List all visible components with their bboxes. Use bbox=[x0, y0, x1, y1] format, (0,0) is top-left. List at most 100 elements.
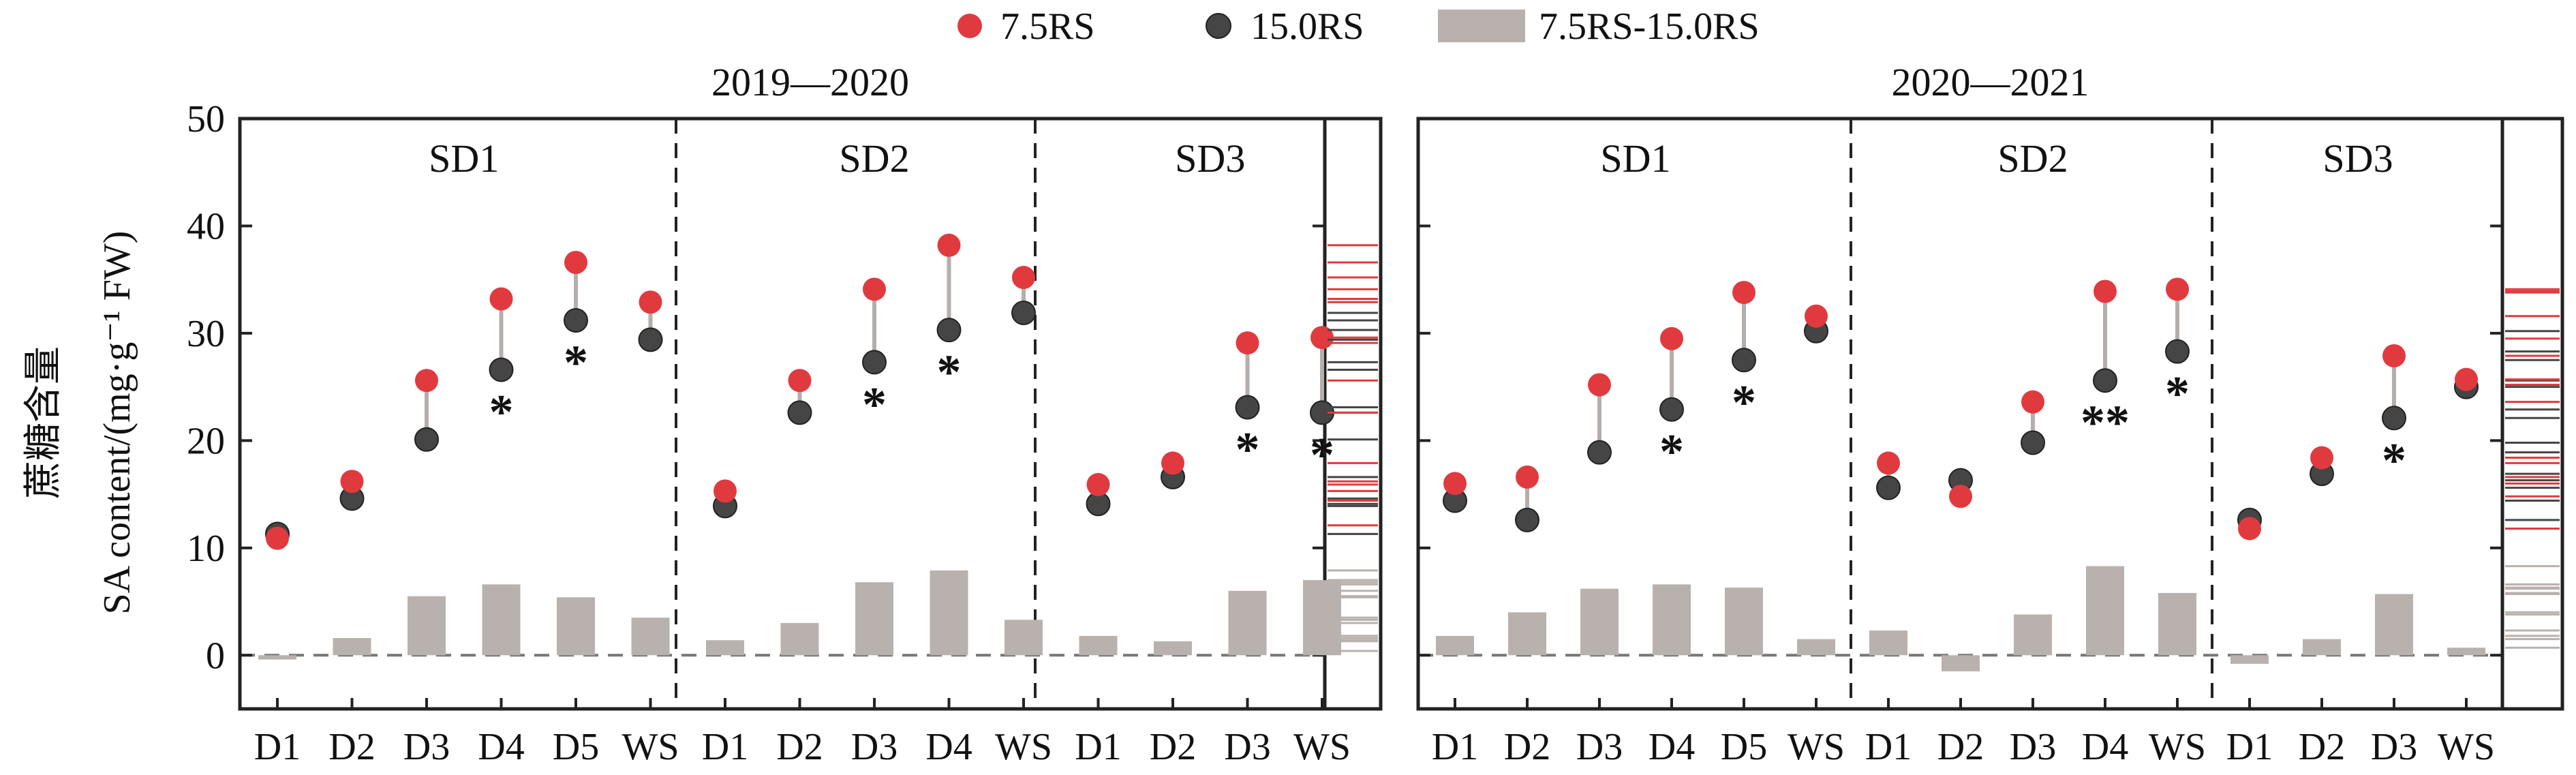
point-7-5rs bbox=[1443, 472, 1467, 496]
point-7-5rs bbox=[2238, 517, 2261, 541]
difference-bar bbox=[930, 570, 968, 656]
x-tick-label: WS bbox=[2438, 726, 2495, 768]
point-7-5rs bbox=[1660, 326, 1683, 350]
x-tick-label: D2 bbox=[2299, 726, 2345, 768]
difference-bar bbox=[1005, 620, 1043, 656]
difference-bar bbox=[482, 584, 521, 656]
panel-1: 2019—2020 0 10 20 30 40 50 D1 D2 D3 * D4 * D5 WS SD1 D1 D… bbox=[187, 60, 1383, 768]
difference-bar bbox=[1942, 655, 1980, 671]
point-15-0rs bbox=[2093, 368, 2117, 393]
x-tick-label: D5 bbox=[553, 726, 599, 768]
panels: 2019—2020 0 10 20 30 40 50 D1 D2 D3 * D4 * D5 WS SD1 D1 D… bbox=[187, 60, 2564, 768]
x-tick-label: D4 bbox=[2082, 726, 2128, 768]
significance-marker: * bbox=[564, 335, 588, 390]
x-tick-label: D1 bbox=[2226, 726, 2273, 768]
point-7-5rs bbox=[2382, 344, 2406, 367]
point-7-5rs bbox=[340, 470, 364, 493]
legend-label-7-5rs: 7.5RS bbox=[1000, 5, 1095, 48]
y-tick-label: 10 bbox=[187, 528, 225, 570]
point-15-0rs bbox=[1732, 348, 1756, 373]
y-tick-label: 30 bbox=[187, 313, 225, 355]
x-tick-label: D4 bbox=[478, 726, 524, 768]
group-label-sd3: SD3 bbox=[1175, 136, 1245, 181]
panel-title: 2020—2021 bbox=[1892, 60, 2089, 104]
difference-bar bbox=[706, 640, 744, 656]
difference-bar bbox=[2447, 648, 2485, 656]
x-tick-label: D2 bbox=[1937, 726, 1984, 768]
x-tick-label: WS bbox=[1293, 726, 1351, 768]
panel-2: 2020—2021 D1 D2 D3 * D4 * D5 WS SD1 D1 D2 D3 ** D4 * WS S… bbox=[1416, 60, 2564, 768]
point-7-5rs bbox=[2310, 446, 2333, 470]
point-7-5rs bbox=[415, 369, 438, 393]
y-tick-label: 0 bbox=[206, 635, 225, 677]
point-15-0rs bbox=[489, 357, 514, 382]
point-15-0rs bbox=[638, 327, 663, 352]
point-7-5rs bbox=[2455, 367, 2478, 391]
group-label-sd3: SD3 bbox=[2322, 136, 2393, 181]
point-15-0rs bbox=[1659, 397, 1684, 422]
difference-bar bbox=[780, 623, 819, 656]
point-7-5rs bbox=[1236, 331, 1259, 355]
x-tick-label: D2 bbox=[776, 726, 823, 768]
legend-marker-15-0rs bbox=[1206, 13, 1231, 39]
point-7-5rs bbox=[2166, 277, 2189, 301]
point-15-0rs bbox=[1011, 300, 1036, 325]
significance-marker: * bbox=[2382, 433, 2406, 487]
point-15-0rs bbox=[2165, 339, 2190, 364]
point-15-0rs bbox=[2021, 430, 2045, 455]
point-7-5rs bbox=[1949, 485, 1972, 508]
x-tick-label: D1 bbox=[702, 726, 748, 768]
x-tick-label: WS bbox=[2149, 726, 2206, 768]
difference-bar bbox=[1580, 588, 1619, 656]
x-tick-label: WS bbox=[622, 726, 679, 768]
difference-bar bbox=[1154, 641, 1192, 656]
y-tick-label: 20 bbox=[187, 420, 225, 462]
point-7-5rs bbox=[1588, 373, 1611, 397]
legend-label-difference: 7.5RS-15.0RS bbox=[1539, 5, 1760, 48]
difference-bar bbox=[631, 618, 670, 656]
point-7-5rs bbox=[1516, 465, 1539, 489]
point-7-5rs bbox=[1161, 451, 1184, 475]
x-tick-label: D2 bbox=[328, 726, 375, 768]
significance-marker: * bbox=[1659, 425, 1684, 479]
x-tick-label: D3 bbox=[851, 726, 898, 768]
difference-bar bbox=[2086, 566, 2124, 656]
point-7-5rs bbox=[714, 479, 737, 503]
x-tick-label: D3 bbox=[2371, 726, 2417, 768]
difference-bar bbox=[1653, 584, 1691, 656]
point-15-0rs bbox=[1587, 440, 1612, 465]
significance-marker: * bbox=[937, 345, 962, 399]
point-15-0rs bbox=[1876, 475, 1901, 500]
y-tick-label: 40 bbox=[187, 205, 225, 247]
significance-marker: * bbox=[1236, 423, 1260, 477]
difference-bar bbox=[2014, 614, 2052, 656]
point-7-5rs bbox=[1732, 281, 1755, 305]
point-7-5rs bbox=[2094, 279, 2117, 303]
x-tick-label: D3 bbox=[2010, 726, 2056, 768]
difference-bar bbox=[1228, 590, 1267, 656]
point-7-5rs bbox=[564, 250, 587, 274]
significance-marker: * bbox=[862, 377, 887, 431]
x-tick-label: D3 bbox=[403, 726, 450, 768]
difference-bar bbox=[855, 582, 893, 656]
point-7-5rs bbox=[1805, 304, 1828, 328]
significance-marker: * bbox=[489, 384, 514, 439]
difference-bar bbox=[557, 597, 595, 656]
point-15-0rs bbox=[2382, 406, 2406, 431]
x-tick-label: D3 bbox=[1224, 726, 1270, 768]
x-tick-label: D2 bbox=[1150, 726, 1196, 768]
difference-bar bbox=[1869, 630, 1907, 656]
point-15-0rs bbox=[1515, 507, 1539, 532]
x-tick-label: D5 bbox=[1721, 726, 1767, 768]
difference-bar bbox=[1436, 635, 1474, 656]
significance-marker: ** bbox=[2081, 395, 2130, 450]
x-tick-label: D3 bbox=[1576, 726, 1623, 768]
point-7-5rs bbox=[2021, 390, 2044, 414]
difference-bar bbox=[333, 638, 371, 656]
group-label-sd1: SD1 bbox=[1600, 136, 1670, 181]
point-7-5rs bbox=[266, 526, 289, 550]
difference-bar bbox=[2375, 594, 2413, 656]
panel-frame bbox=[1416, 117, 2564, 711]
point-7-5rs bbox=[1877, 451, 1900, 475]
